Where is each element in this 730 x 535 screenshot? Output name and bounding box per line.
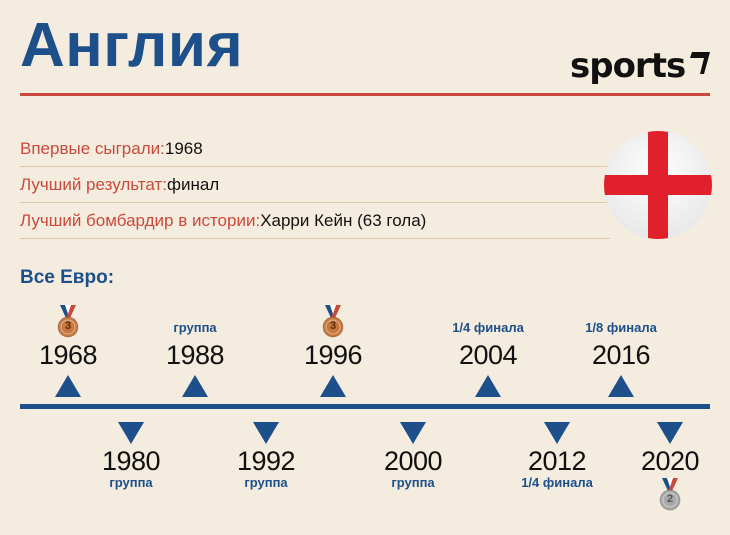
year-label: 1988 [165,340,225,370]
stage-label: 1/8 финала [585,320,657,335]
stage-label: группа [391,475,435,490]
info-label: Впервые сыграли: [20,139,165,158]
england-flag-icon [604,131,712,239]
bronze-medal-icon: 3 [57,305,79,339]
timeline-down-arrow-icon [400,422,426,444]
section-title: Все Евро: [20,267,115,288]
logo-slash-icon [690,52,710,74]
divider [20,202,610,203]
timeline-down-arrow-icon [544,422,570,444]
medal-place-label: 3 [329,320,337,332]
stage-label: 1/4 финала [521,475,593,490]
timeline-down-arrow-icon [253,422,279,444]
silver-medal-icon: 2 [659,478,681,512]
year-label: 1996 [303,340,363,370]
page-title: Англия [20,11,244,80]
info-row-best-result: Лучший результат: финал [20,172,219,198]
year-label: 1968 [38,340,98,370]
divider [20,166,610,167]
year-label: 2000 [383,446,443,476]
sports-logo[interactable]: sports [570,46,686,86]
info-label: Лучший бомбардир в истории: [20,211,261,230]
timeline-down-arrow-icon [657,422,683,444]
timeline-up-arrow-icon [475,375,501,397]
year-label: 1980 [101,446,161,476]
info-value: 1968 [164,139,203,158]
timeline-up-arrow-icon [182,375,208,397]
medal-place-label: 3 [64,320,72,332]
info-label: Лучший результат: [20,175,167,194]
stage-label: группа [244,475,288,490]
year-label: 2016 [591,340,651,370]
year-label: 2020 [640,446,700,476]
timeline-down-arrow-icon [118,422,144,444]
bronze-medal-icon: 3 [322,305,344,339]
info-row-first-played: Впервые сыграли: 1968 [20,136,203,162]
timeline-up-arrow-icon [55,375,81,397]
info-row-top-scorer: Лучший бомбардир в истории: Харри Кейн (… [20,208,426,234]
year-label: 1992 [236,446,296,476]
info-value: Харри Кейн (63 гола) [260,211,427,230]
timeline-axis [20,404,710,409]
divider [20,238,610,239]
timeline-up-arrow-icon [608,375,634,397]
stage-label: 1/4 финала [452,320,524,335]
timeline-up-arrow-icon [320,375,346,397]
info-value: финал [166,175,220,194]
year-label: 2012 [527,446,587,476]
medal-place-label: 2 [666,493,674,505]
title-divider [20,93,710,96]
stage-label: группа [109,475,153,490]
year-label: 2004 [458,340,518,370]
stage-label: группа [173,320,217,335]
